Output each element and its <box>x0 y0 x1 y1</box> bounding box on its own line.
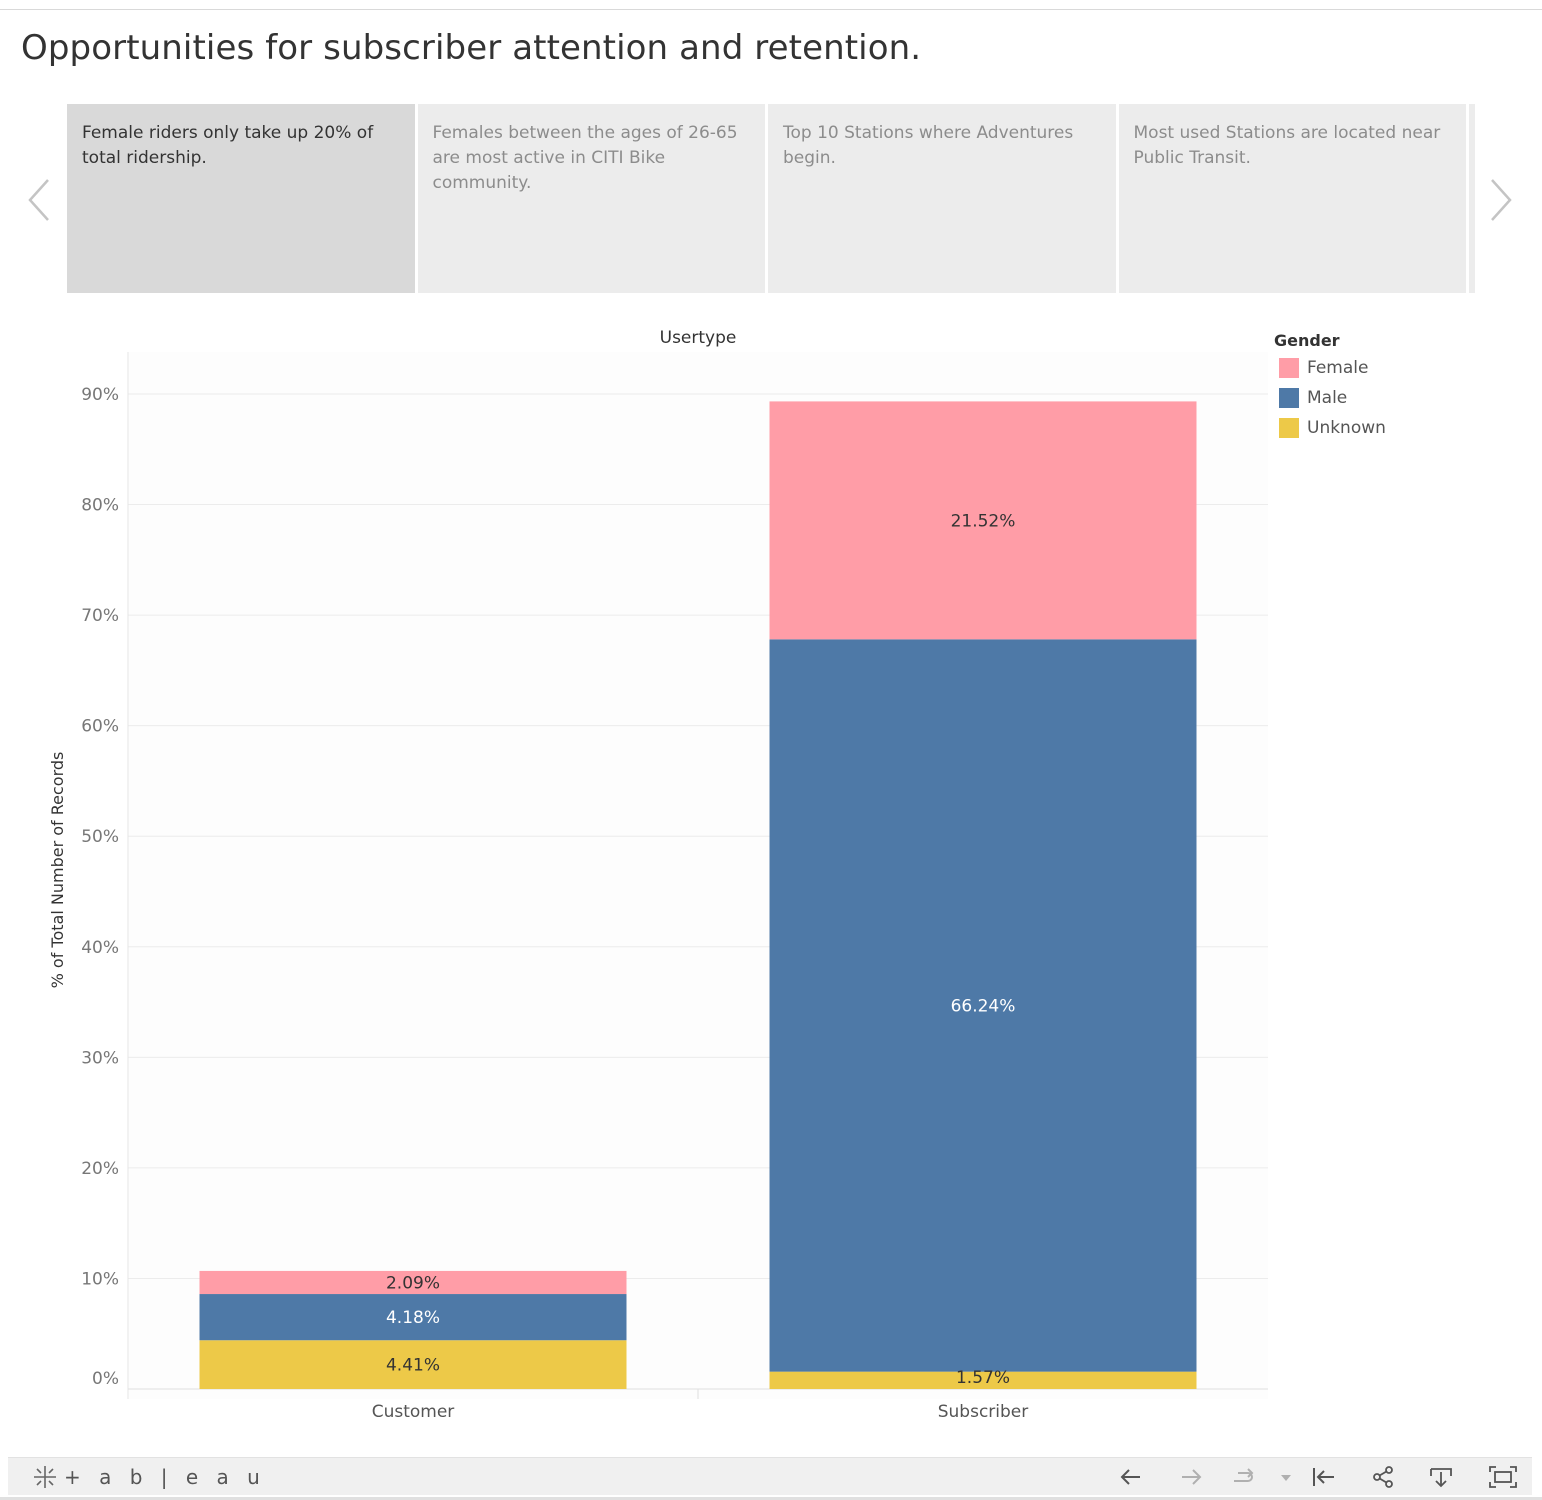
share-icon[interactable] <box>1370 1465 1396 1489</box>
legend-swatch-female <box>1279 358 1299 378</box>
gender-legend: Gender Female Male Unknown <box>1274 331 1444 443</box>
y-tick-label: 30% <box>81 1048 119 1068</box>
legend-swatch-male <box>1279 388 1299 408</box>
story-point-4[interactable]: Most used Stations are located near Publ… <box>1118 104 1466 293</box>
y-tick-label: 60% <box>81 717 119 737</box>
revert-icon[interactable] <box>1230 1465 1256 1489</box>
data-labels: 4.41% 4.18% 2.09% 1.57% 66.24% 21.52% <box>386 511 1015 1388</box>
x-tick-labels: Customer Subscriber <box>372 1402 1029 1422</box>
y-tick-label: 70% <box>81 606 119 626</box>
legend-label-unknown: Unknown <box>1307 418 1386 438</box>
data-label: 21.52% <box>951 511 1016 531</box>
legend-item-unknown[interactable]: Unknown <box>1274 413 1444 443</box>
y-tick-label: 40% <box>81 938 119 958</box>
bar-segment-male-subscriber[interactable] <box>769 639 1197 1372</box>
data-label: 66.24% <box>951 996 1016 1016</box>
data-label: 2.09% <box>386 1273 440 1293</box>
tableau-logo-text: + a b | e a u <box>64 1465 266 1489</box>
dropdown-icon[interactable] <box>1278 1465 1294 1489</box>
chart-column-header: Usertype <box>660 328 737 348</box>
story-title: Opportunities for subscriber attention a… <box>21 28 922 68</box>
data-label: 1.57% <box>956 1368 1010 1388</box>
legend-item-female[interactable]: Female <box>1274 353 1444 383</box>
story-point-2[interactable]: Females between the ages of 26-65 are mo… <box>417 104 765 293</box>
bars <box>199 401 1197 1389</box>
y-tick-label: 20% <box>81 1159 119 1179</box>
story-point-5-partial[interactable] <box>1469 104 1475 293</box>
y-tick-label: 80% <box>81 496 119 516</box>
y-axis-title: % of Total Number of Records <box>48 752 67 989</box>
story-points-navigator: Female riders only take up 20% of total … <box>67 104 1475 293</box>
previous-story-point-icon[interactable] <box>26 176 54 224</box>
next-story-point-icon[interactable] <box>1486 176 1514 224</box>
bottom-toolbar: + a b | e a u <box>8 1457 1532 1495</box>
legend-label-female: Female <box>1307 358 1369 378</box>
story-point-3[interactable]: Top 10 Stations where Adventures begin. <box>768 104 1116 293</box>
legend-label-male: Male <box>1307 388 1348 408</box>
bottom-divider <box>0 1497 1542 1500</box>
tableau-logo-icon <box>34 1466 56 1488</box>
bar-segment-male-customer[interactable] <box>199 1294 627 1341</box>
legend-title: Gender <box>1274 331 1340 350</box>
y-tick-labels: 0% 10% 20% 30% 40% 50% 60% 70% 80% 90% <box>81 385 119 1389</box>
top-divider <box>0 9 1542 10</box>
data-label: 4.41% <box>386 1356 440 1376</box>
y-tick-label: 10% <box>81 1269 119 1289</box>
download-icon[interactable] <box>1428 1465 1454 1489</box>
fullscreen-icon[interactable] <box>1488 1465 1518 1489</box>
bar-segment-female-customer[interactable] <box>199 1270 627 1295</box>
bar-segment-unknown-customer[interactable] <box>199 1340 627 1389</box>
x-tick-label: Customer <box>372 1402 455 1422</box>
redo-icon[interactable] <box>1178 1465 1204 1489</box>
legend-swatch-unknown <box>1279 418 1299 438</box>
reset-icon[interactable] <box>1310 1465 1336 1489</box>
bar-segment-unknown-subscriber[interactable] <box>769 1371 1197 1389</box>
undo-icon[interactable] <box>1118 1465 1144 1489</box>
story-point-1[interactable]: Female riders only take up 20% of total … <box>67 104 415 293</box>
bar-segment-female-subscriber[interactable] <box>769 401 1197 640</box>
y-tick-label: 50% <box>81 827 119 847</box>
x-tick-label: Subscriber <box>938 1402 1029 1422</box>
legend-item-male[interactable]: Male <box>1274 383 1444 413</box>
tableau-logo[interactable]: + a b | e a u <box>32 1464 266 1490</box>
y-tick-label: 0% <box>92 1369 119 1389</box>
y-tick-label: 90% <box>81 385 119 405</box>
data-label: 4.18% <box>386 1308 440 1328</box>
stacked-bar-chart: 0% 10% 20% 30% 40% 50% 60% 70% 80% 90% 4.41% 4.18%… <box>48 328 1268 1422</box>
